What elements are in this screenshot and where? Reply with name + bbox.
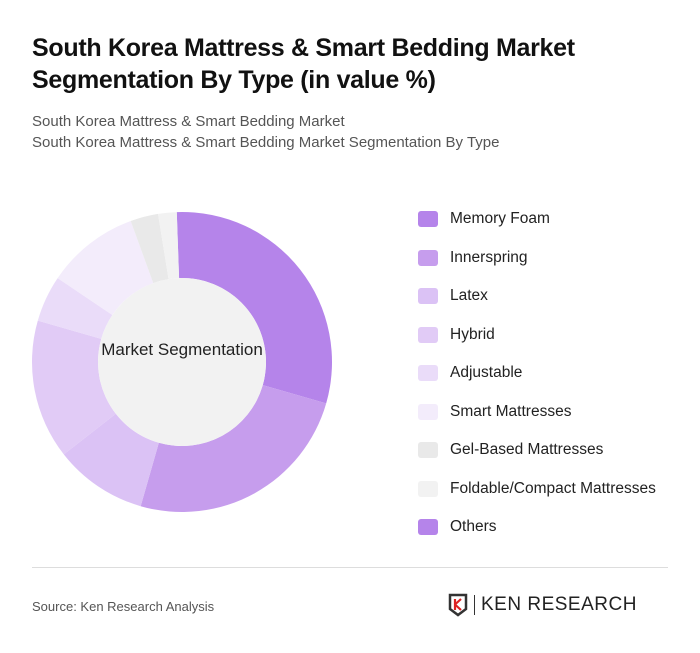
donut-segment-latex <box>63 413 159 507</box>
legend-label: Foldable/Compact Mattresses <box>450 479 656 497</box>
legend-item: Foldable/Compact Mattresses <box>418 470 656 509</box>
donut-segment-smart-mattresses <box>57 221 154 316</box>
subtitle-market: South Korea Mattress & Smart Bedding Mar… <box>32 113 345 130</box>
legend-swatch <box>418 211 438 228</box>
donut-hole <box>98 278 266 446</box>
legend-swatch <box>418 249 438 266</box>
donut-segment-innerspring <box>140 385 327 512</box>
legend-swatch <box>418 403 438 420</box>
legend-item: Smart Mattresses <box>418 393 656 432</box>
legend-label: Gel-Based Mattresses <box>450 441 604 459</box>
footer-divider <box>32 567 668 568</box>
legend-label: Smart Mattresses <box>450 402 572 420</box>
legend-label: Memory Foam <box>450 210 550 228</box>
ken-research-logo-icon <box>448 593 468 617</box>
legend-swatch <box>418 442 438 459</box>
legend-label: Latex <box>450 287 488 305</box>
legend-label: Hybrid <box>450 325 495 343</box>
donut-center-label: Market Segmentation <box>101 340 263 359</box>
legend-label: Innerspring <box>450 248 528 266</box>
donut-chart <box>32 212 332 512</box>
logo-divider <box>474 595 475 615</box>
logo-text: KEN RESEARCH <box>481 594 637 615</box>
chart-legend: Memory Foam Innerspring Latex Hybrid Adjusta… <box>418 200 656 547</box>
legend-swatch <box>418 480 438 497</box>
legend-item: Hybrid <box>418 316 656 355</box>
donut-segment-gel-based-mattresses <box>130 213 169 284</box>
ken-research-logo: KEN RESEARCH <box>448 593 637 617</box>
legend-label: Others <box>450 518 497 536</box>
legend-swatch <box>418 326 438 343</box>
legend-item: Latex <box>418 277 656 316</box>
subtitle-segmentation: South Korea Mattress & Smart Bedding Mar… <box>32 134 500 151</box>
legend-item: Others <box>418 508 656 547</box>
donut-segment-adjustable <box>37 278 113 339</box>
source-note: Source: Ken Research Analysis <box>32 599 215 614</box>
legend-swatch <box>418 288 438 305</box>
donut-segment-foldable-compact-mattresses <box>158 212 180 280</box>
donut-segment-memory-foam <box>176 212 332 404</box>
legend-swatch <box>418 365 438 382</box>
legend-swatch <box>418 519 438 536</box>
legend-item: Innerspring <box>418 239 656 278</box>
legend-label: Adjustable <box>450 364 523 382</box>
legend-item: Memory Foam <box>418 200 656 239</box>
page-title: South Korea Mattress & Smart Bedding Mar… <box>32 34 575 94</box>
donut-segment-hybrid <box>32 320 116 455</box>
legend-item: Adjustable <box>418 354 656 393</box>
legend-item: Gel-Based Mattresses <box>418 431 656 470</box>
